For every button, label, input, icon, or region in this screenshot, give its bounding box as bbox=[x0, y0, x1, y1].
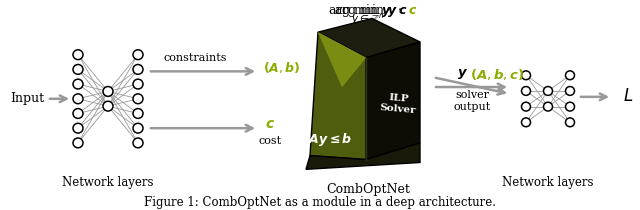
Circle shape bbox=[522, 118, 531, 127]
Circle shape bbox=[133, 50, 143, 60]
Polygon shape bbox=[306, 143, 420, 169]
Text: Figure 1: CombOptNet as a module in a deep architecture.: Figure 1: CombOptNet as a module in a de… bbox=[144, 196, 496, 209]
Circle shape bbox=[543, 87, 552, 95]
Circle shape bbox=[103, 101, 113, 111]
Circle shape bbox=[133, 94, 143, 104]
Circle shape bbox=[73, 79, 83, 89]
Circle shape bbox=[73, 50, 83, 60]
Circle shape bbox=[522, 87, 531, 95]
Text: solver
output: solver output bbox=[453, 89, 491, 112]
Text: Input: Input bbox=[10, 92, 44, 105]
Text: $\boldsymbol{\mathit{L}}$: $\boldsymbol{\mathit{L}}$ bbox=[623, 88, 633, 105]
Circle shape bbox=[73, 94, 83, 104]
Circle shape bbox=[566, 102, 575, 111]
Text: ILP
Solver: ILP Solver bbox=[379, 92, 417, 115]
Text: cost: cost bbox=[259, 136, 282, 146]
Text: $\boldsymbol{c}$: $\boldsymbol{c}$ bbox=[265, 117, 275, 131]
Text: CombOptNet: CombOptNet bbox=[326, 183, 410, 196]
Circle shape bbox=[543, 102, 552, 111]
Circle shape bbox=[566, 87, 575, 95]
Text: arg min $\boldsymbol{y} \cdot $: arg min $\boldsymbol{y} \cdot $ bbox=[333, 2, 403, 19]
Text: $\boldsymbol{Ay \leq b}$: $\boldsymbol{Ay \leq b}$ bbox=[308, 131, 352, 148]
Circle shape bbox=[133, 79, 143, 89]
Circle shape bbox=[522, 71, 531, 80]
Circle shape bbox=[566, 71, 575, 80]
Circle shape bbox=[133, 138, 143, 148]
Circle shape bbox=[73, 64, 83, 74]
Circle shape bbox=[103, 87, 113, 96]
Text: Network layers: Network layers bbox=[62, 176, 154, 189]
Circle shape bbox=[73, 138, 83, 148]
Circle shape bbox=[73, 109, 83, 118]
Polygon shape bbox=[366, 42, 420, 160]
Text: arg min $\boldsymbol{y} \cdot \boldsymbol{c}$: arg min $\boldsymbol{y} \cdot \boldsymbo… bbox=[328, 2, 408, 19]
Text: $\boldsymbol{(A, b)}$: $\boldsymbol{(A, b)}$ bbox=[263, 60, 301, 75]
Polygon shape bbox=[318, 18, 420, 58]
Circle shape bbox=[133, 64, 143, 74]
Text: $\boldsymbol{c}$: $\boldsymbol{c}$ bbox=[408, 4, 417, 17]
Polygon shape bbox=[318, 32, 366, 87]
Circle shape bbox=[73, 123, 83, 133]
Text: $\boldsymbol{(A,b,c)}$: $\boldsymbol{(A,b,c)}$ bbox=[470, 67, 524, 82]
Text: constraints: constraints bbox=[163, 53, 227, 63]
Text: $y \in \mathbb{Z}^n$: $y \in \mathbb{Z}^n$ bbox=[351, 12, 385, 27]
Circle shape bbox=[133, 123, 143, 133]
Circle shape bbox=[133, 109, 143, 118]
Circle shape bbox=[522, 102, 531, 111]
Circle shape bbox=[566, 118, 575, 127]
Polygon shape bbox=[310, 32, 366, 160]
Polygon shape bbox=[318, 32, 366, 87]
Text: Network layers: Network layers bbox=[502, 176, 594, 189]
Text: $\boldsymbol{y}$: $\boldsymbol{y}$ bbox=[457, 67, 468, 81]
